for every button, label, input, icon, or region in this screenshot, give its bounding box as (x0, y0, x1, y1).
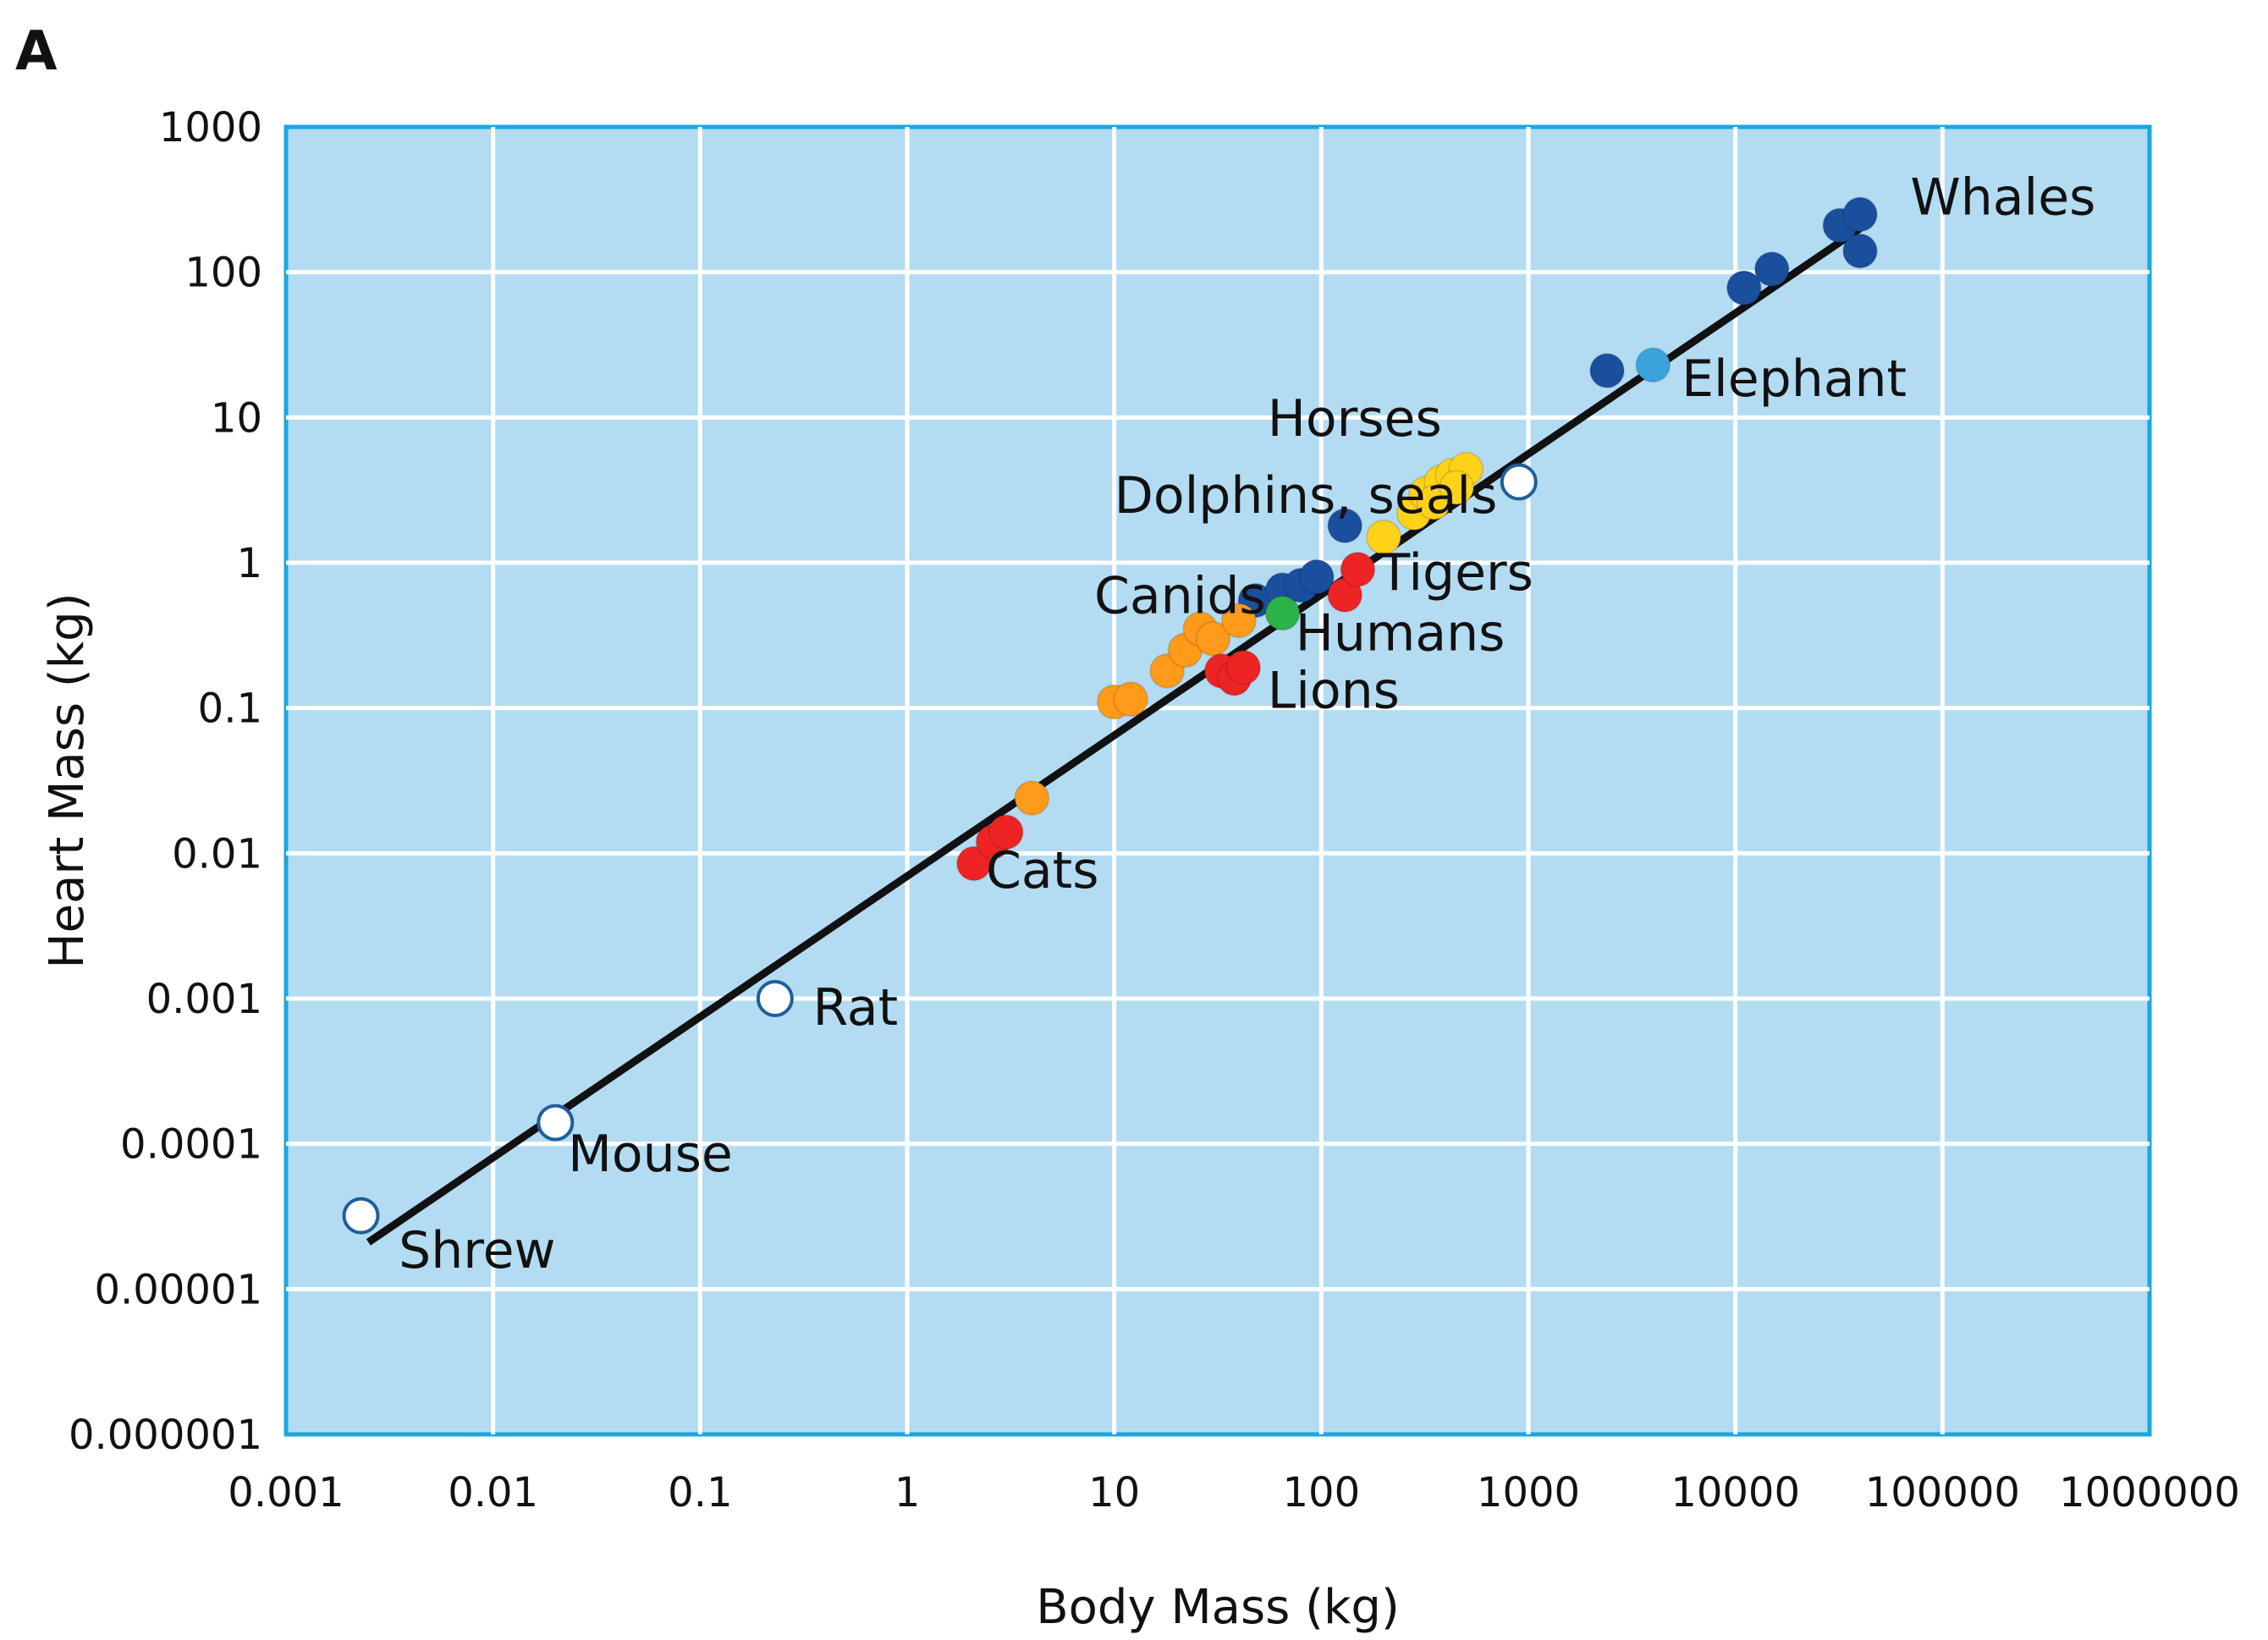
annotation-label: Rat (812, 978, 898, 1037)
annotation-label: Dolphins, seals (1115, 466, 1498, 526)
panel-label: A (15, 20, 58, 83)
y-tick-label: 0.0001 (120, 1121, 262, 1169)
y-tick-label: 0.00001 (95, 1266, 263, 1313)
data-point (955, 845, 992, 882)
plot-area (284, 124, 2152, 1437)
data-point (1327, 508, 1363, 544)
x-axis-label: Body Mass (kg) (1036, 1580, 1400, 1635)
annotation-label: Shrew (399, 1221, 555, 1280)
annotation-label: Mouse (568, 1125, 733, 1184)
data-point (1220, 603, 1257, 639)
data-point (988, 814, 1024, 850)
annotation-label: Canids (1094, 567, 1266, 626)
y-tick-label: 1000 (159, 104, 262, 151)
x-tick-label: 0.001 (228, 1469, 344, 1516)
data-point (1195, 620, 1231, 657)
data-point (756, 980, 794, 1017)
x-tick-label: 1 (895, 1469, 921, 1516)
data-point (1635, 347, 1671, 383)
grid-lines (286, 127, 2150, 1434)
annotation-label: Lions (1268, 662, 1400, 721)
annotation-label: Cats (986, 841, 1098, 900)
x-tick-label: 1000000 (2059, 1469, 2240, 1516)
x-axis-ticks: 0.001 0.01 0.1 1 10 100 1000 10000 100000 1000000 (228, 1469, 2240, 1516)
data-point (1841, 233, 1878, 269)
x-tick-label: 100 (1283, 1469, 1361, 1516)
annotation-label: Horses (1268, 389, 1442, 449)
data-point (1753, 251, 1790, 288)
x-tick-label: 100000 (1865, 1469, 2020, 1516)
x-tick-label: 0.01 (448, 1469, 538, 1516)
annotation-label: Tigers (1379, 543, 1533, 603)
annotation-label: Whales (1910, 168, 2095, 227)
data-point (1726, 270, 1762, 306)
data-point (1264, 595, 1301, 631)
regression-line (366, 225, 1863, 1246)
data-point (1340, 551, 1376, 587)
data-point (1589, 353, 1626, 389)
y-tick-label: 0.000001 (69, 1412, 262, 1459)
data-point (1113, 681, 1149, 718)
y-axis-label: Heart Mass (kg) (40, 592, 95, 968)
x-tick-label: 1000 (1477, 1469, 1580, 1516)
x-tick-label: 10 (1088, 1469, 1140, 1516)
y-tick-label: 0.01 (172, 830, 262, 878)
data-point (1225, 649, 1262, 685)
y-tick-label: 10 (211, 394, 262, 442)
x-tick-label: 0.1 (668, 1469, 732, 1516)
data-point (342, 1197, 380, 1235)
data-point (537, 1103, 575, 1142)
y-tick-label: 1 (236, 540, 262, 587)
data-point (1500, 463, 1538, 501)
data-point (1298, 559, 1335, 595)
annotation-label: Elephant (1682, 349, 1907, 409)
data-point (1014, 780, 1050, 817)
y-tick-label: 100 (184, 250, 262, 297)
data-point (1365, 519, 1401, 555)
y-axis-ticks: 1000 100 10 1 0.1 0.01 0.001 0.0001 0.00001 0.000… (69, 104, 262, 1459)
data-point (1841, 196, 1878, 233)
data-points (342, 196, 1878, 1235)
annotation-label: Humans (1296, 603, 1506, 663)
annotations: Whales Elephant Horses Dolphins, seals Tiger… (399, 168, 2095, 1280)
x-tick-label: 10000 (1671, 1469, 1800, 1516)
data-point (1439, 469, 1475, 505)
y-tick-label: 0.1 (198, 685, 262, 733)
y-tick-label: 0.001 (146, 976, 262, 1023)
